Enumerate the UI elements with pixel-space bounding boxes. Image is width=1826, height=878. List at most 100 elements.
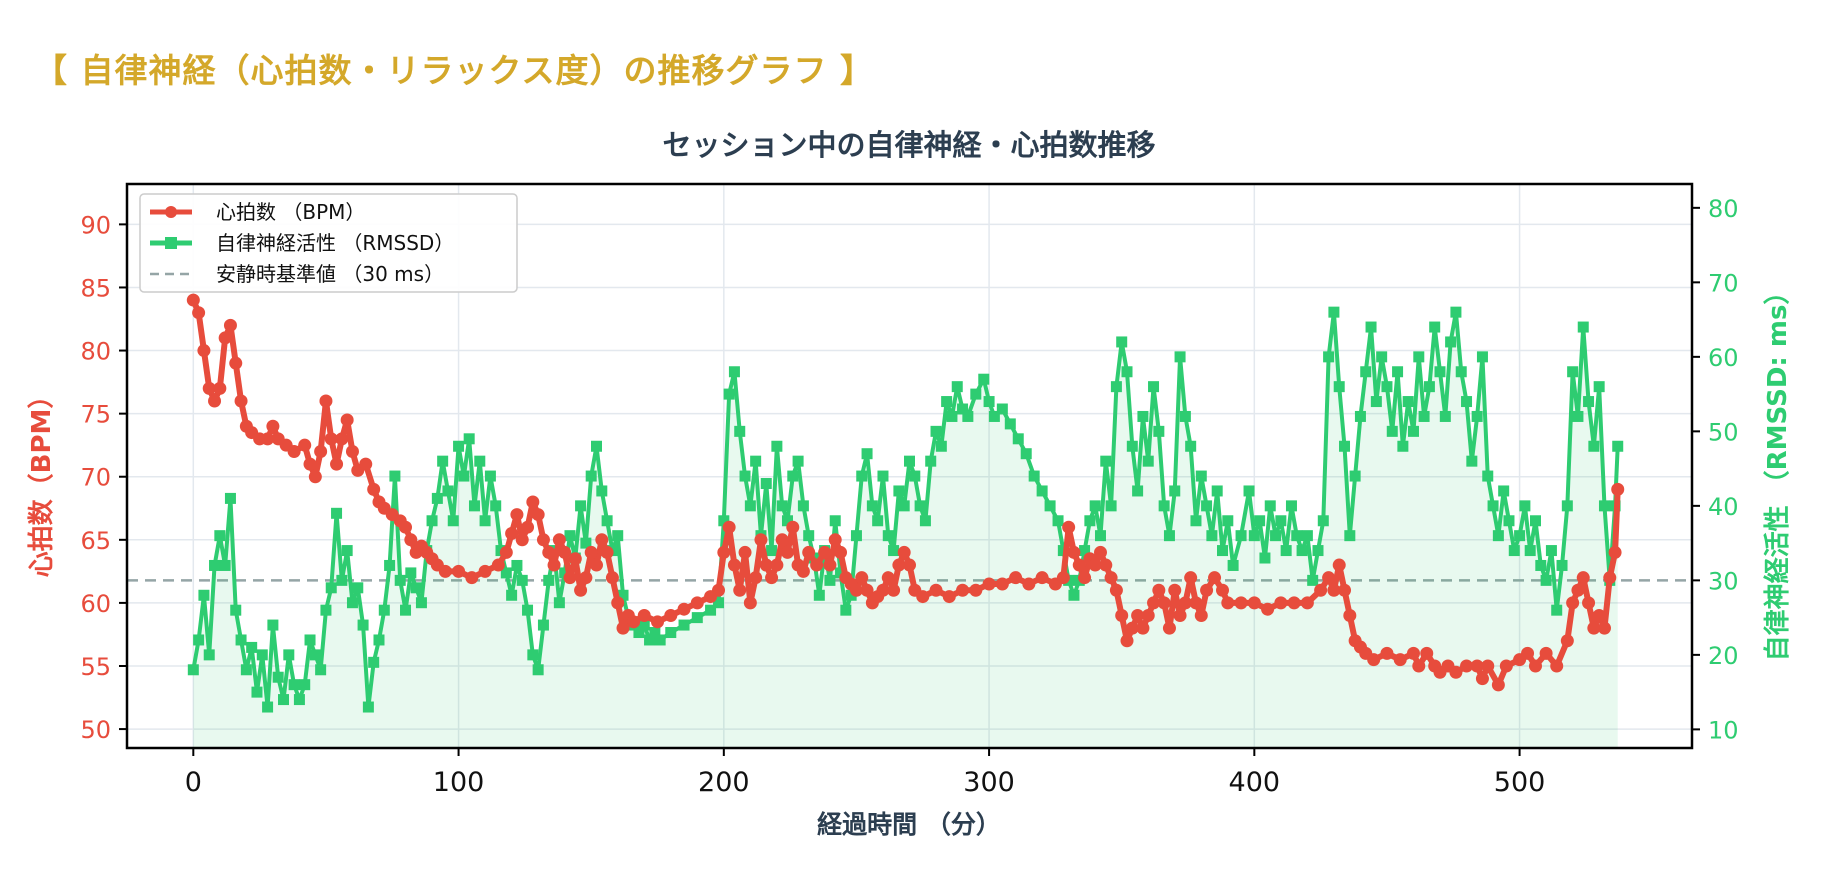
heart-rate-point — [1067, 545, 1081, 559]
heart-rate-point — [595, 533, 609, 547]
heart-rate-point — [834, 545, 848, 559]
heart-rate-point — [1157, 596, 1171, 610]
rmssd-point — [532, 664, 544, 676]
heart-rate-point — [547, 558, 561, 572]
rmssd-point — [1354, 410, 1366, 422]
y-left-tick-label: 55 — [80, 653, 111, 681]
heart-rate-point — [1141, 609, 1155, 623]
heart-rate-point — [1194, 609, 1208, 623]
rmssd-point — [591, 440, 602, 452]
rmssd-point — [304, 634, 316, 646]
rmssd-point — [219, 559, 231, 571]
heart-rate-point — [897, 545, 911, 559]
rmssd-point — [559, 567, 571, 579]
rmssd-point — [299, 679, 311, 691]
rmssd-point — [644, 634, 656, 646]
rmssd-point — [739, 470, 751, 482]
rmssd-point — [224, 492, 236, 504]
heart-rate-point — [1491, 678, 1505, 692]
rmssd-point — [1317, 515, 1329, 527]
rmssd-point — [256, 649, 268, 661]
rmssd-point — [898, 500, 910, 512]
heart-rate-point — [1221, 596, 1235, 610]
heart-rate-point — [1131, 609, 1145, 623]
rmssd-point — [553, 597, 565, 609]
heart-rate-point — [399, 520, 413, 534]
rmssd-point — [378, 604, 390, 616]
heart-rate-point — [491, 558, 505, 572]
rmssd-point — [1423, 381, 1435, 393]
heart-rate-point — [1338, 583, 1352, 597]
rmssd-point — [527, 649, 539, 661]
rmssd-point — [612, 530, 624, 542]
rmssd-point — [580, 537, 592, 549]
heart-rate-point — [298, 438, 312, 452]
heart-rate-point — [956, 583, 970, 597]
rmssd-point — [824, 574, 836, 586]
rmssd-point — [665, 627, 677, 639]
y-right-tick-label: 70 — [1708, 269, 1739, 297]
heart-rate-point — [208, 394, 222, 408]
rmssd-point — [760, 478, 772, 490]
heart-rate-point — [855, 571, 869, 585]
rmssd-point — [1567, 366, 1579, 378]
rmssd-point — [1445, 336, 1457, 348]
rmssd-point — [1211, 485, 1223, 497]
rmssd-point — [1535, 559, 1547, 571]
rmssd-point — [850, 530, 862, 542]
heart-rate-point — [505, 527, 519, 541]
heart-rate-point — [881, 571, 895, 585]
heart-rate-point — [584, 545, 598, 559]
heart-rate-point — [1406, 646, 1420, 660]
heart-rate-point — [359, 457, 373, 471]
rmssd-point — [1397, 440, 1409, 452]
rmssd-point — [346, 597, 358, 609]
heart-rate-point — [287, 444, 301, 458]
heart-rate-point — [1314, 583, 1328, 597]
rmssd-point — [187, 664, 199, 676]
rmssd-point — [1044, 500, 1056, 512]
rmssd-point — [362, 701, 374, 713]
rmssd-point — [1487, 500, 1499, 512]
rmssd-point — [649, 627, 661, 639]
heart-rate-point — [1208, 571, 1222, 585]
heart-rate-point — [1062, 520, 1076, 534]
rmssd-point — [1455, 366, 1467, 378]
rmssd-point — [468, 500, 480, 512]
rmssd-point — [325, 582, 337, 594]
y-right-axis-label: 自律神経活性 （RMSSD: ms） — [1762, 279, 1793, 662]
x-tick-label: 500 — [1494, 767, 1546, 798]
heart-rate-point — [1168, 583, 1182, 597]
rmssd-point — [1259, 552, 1271, 564]
rmssd-point — [1530, 515, 1541, 527]
heart-rate-point — [197, 344, 211, 358]
rmssd-point — [1482, 470, 1494, 482]
y-left-tick-label: 60 — [80, 590, 111, 618]
heart-rate-point — [1178, 596, 1192, 610]
heart-rate-point — [759, 558, 773, 572]
rmssd-point — [1434, 366, 1446, 378]
rmssd-point — [1556, 559, 1568, 571]
rmssd-point — [787, 470, 799, 482]
y-left-tick-label: 80 — [80, 338, 111, 366]
rmssd-point — [1206, 530, 1218, 542]
heart-rate-point — [916, 590, 930, 604]
rmssd-point — [996, 403, 1008, 415]
rmssd-point — [1583, 396, 1595, 408]
heart-rate-point — [579, 571, 593, 585]
rmssd-point — [1593, 381, 1605, 393]
heart-rate-point — [860, 583, 874, 597]
rmssd-point — [951, 381, 963, 393]
rmssd-point — [320, 604, 332, 616]
heart-rate-point — [1560, 634, 1574, 648]
rmssd-point — [267, 619, 279, 631]
rmssd-point — [1365, 321, 1377, 333]
rmssd-point — [543, 574, 555, 586]
rmssd-point — [458, 470, 470, 482]
heart-rate-point — [1109, 583, 1123, 597]
y-left-tick-label: 50 — [80, 716, 111, 744]
y-left-axis-label: 心拍数（BPM） — [27, 383, 57, 578]
heart-rate-point — [786, 520, 800, 534]
rmssd-point — [1179, 410, 1191, 422]
heart-rate-point — [876, 583, 890, 597]
